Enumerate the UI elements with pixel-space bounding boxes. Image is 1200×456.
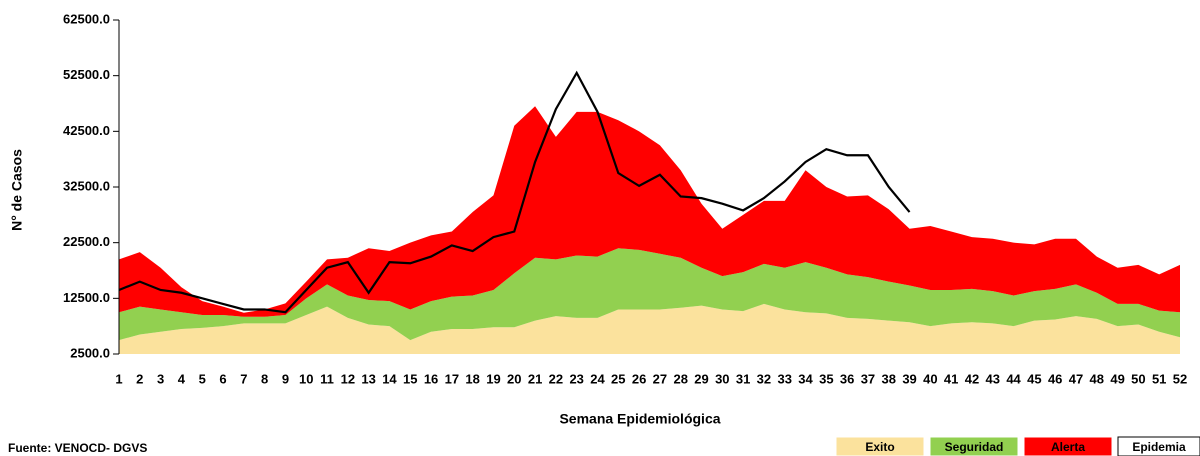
x-tick-label: 9 <box>282 371 289 386</box>
x-tick-label: 50 <box>1131 371 1145 386</box>
x-tick-label: 43 <box>986 371 1000 386</box>
x-tick-label: 13 <box>361 371 375 386</box>
x-tick-label: 32 <box>757 371 771 386</box>
legend-swatch <box>929 436 1019 456</box>
x-tick-label: 31 <box>736 371 750 386</box>
y-tick-label: 52500.0 <box>63 67 110 82</box>
legend-swatch <box>1117 436 1200 456</box>
x-tick-label: 33 <box>777 371 791 386</box>
x-tick-label: 26 <box>632 371 646 386</box>
x-tick-label: 16 <box>424 371 438 386</box>
legend-label: Alerta <box>1051 440 1085 454</box>
x-tick-label: 20 <box>507 371 521 386</box>
x-tick-label: 37 <box>861 371 875 386</box>
x-tick-label: 29 <box>694 371 708 386</box>
x-tick-label: 39 <box>902 371 916 386</box>
legend-label: Seguridad <box>945 440 1004 454</box>
x-tick-label: 48 <box>1090 371 1104 386</box>
x-tick-label: 17 <box>445 371 459 386</box>
line-series <box>118 70 911 314</box>
x-tick-label: 4 <box>178 371 186 386</box>
x-tick-label: 45 <box>1027 371 1041 386</box>
legend-swatch <box>835 436 925 456</box>
y-tick-label: 22500.0 <box>63 234 110 249</box>
x-tick-label: 18 <box>465 371 479 386</box>
y-tick-label: 2500.0 <box>70 345 110 360</box>
x-axis-title: Semana Epidemiológica <box>559 411 720 427</box>
x-tick-label: 19 <box>486 371 500 386</box>
x-tick-label: 49 <box>1110 371 1124 386</box>
x-tick-label: 10 <box>299 371 313 386</box>
x-tick-label: 5 <box>199 371 206 386</box>
x-tick-label: 35 <box>819 371 833 386</box>
y-tick-label: 32500.0 <box>63 178 110 193</box>
y-axis-title: N° de Casos <box>9 149 25 231</box>
x-tick-label: 27 <box>653 371 667 386</box>
x-tick-label: 47 <box>1069 371 1083 386</box>
x-tick-label: 14 <box>382 371 397 386</box>
x-tick-label: 28 <box>673 371 687 386</box>
x-tick-label: 36 <box>840 371 854 386</box>
x-tick-label: 42 <box>965 371 979 386</box>
plot-area <box>119 106 1180 354</box>
x-tick-label: 12 <box>341 371 355 386</box>
x-tick-label: 11 <box>320 371 334 386</box>
x-tick-label: 15 <box>403 371 417 386</box>
y-tick-label: 62500.0 <box>63 11 110 26</box>
area-series <box>119 106 1180 317</box>
y-tick-label: 12500.0 <box>63 290 110 305</box>
x-tick-label: 40 <box>923 371 937 386</box>
x-tick-label: 24 <box>590 371 605 386</box>
x-tick-label: 41 <box>944 371 958 386</box>
x-tick-label: 7 <box>240 371 247 386</box>
x-tick-label: 34 <box>798 371 813 386</box>
area-series <box>119 303 1180 354</box>
x-tick-label: 25 <box>611 371 625 386</box>
x-tick-label: 44 <box>1006 371 1021 386</box>
area-series <box>119 248 1180 341</box>
legend-label: Exito <box>865 440 894 454</box>
y-tick-label: 42500.0 <box>63 123 110 138</box>
x-tick-label: 30 <box>715 371 729 386</box>
x-tick-label: 51 <box>1152 371 1166 386</box>
x-tick-label: 46 <box>1048 371 1062 386</box>
x-tick-label: 23 <box>569 371 583 386</box>
legend-swatch <box>1023 436 1113 456</box>
legend-label: Epidemia <box>1132 440 1186 454</box>
x-tick-label: 8 <box>261 371 268 386</box>
x-tick-label: 21 <box>528 371 542 386</box>
source-note: Fuente: VENOCD- DGVS <box>8 441 147 455</box>
x-tick-label: 38 <box>882 371 896 386</box>
x-tick-label: 3 <box>157 371 164 386</box>
x-tick-label: 22 <box>549 371 563 386</box>
x-tick-label: 2 <box>136 371 143 386</box>
x-tick-label: 6 <box>219 371 226 386</box>
x-tick-label: 52 <box>1173 371 1187 386</box>
x-tick-label: 1 <box>115 371 122 386</box>
